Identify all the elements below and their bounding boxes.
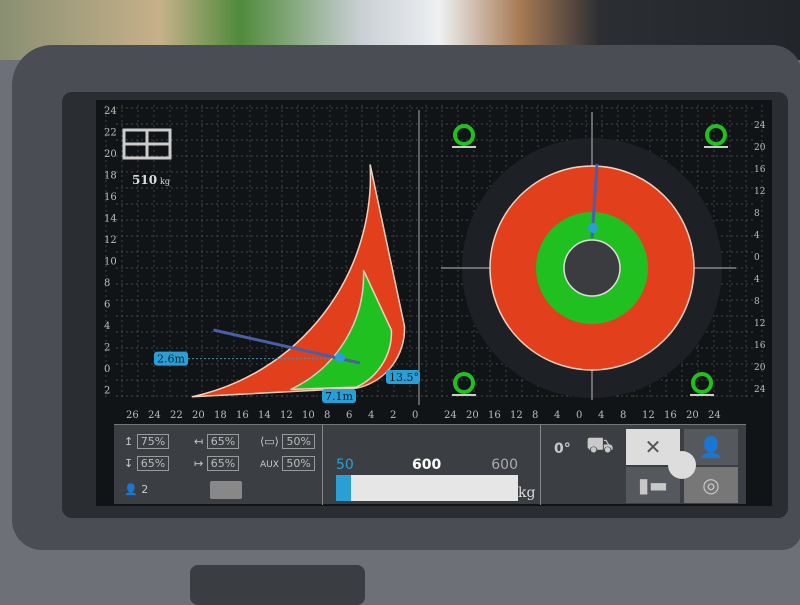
x-tick-label: 24: [708, 410, 721, 421]
camera-icon: ▮▬: [638, 473, 668, 497]
slew-angle: 0°: [554, 441, 571, 457]
load-bar: [336, 475, 518, 501]
x-tick-label: 0: [576, 410, 582, 421]
speed-down[interactable]: ↧ 65%: [124, 456, 170, 471]
y-tick-label: 16: [754, 165, 766, 175]
x-tick-label: 8: [532, 410, 538, 421]
radius-label-box: [322, 389, 356, 403]
y-tick-label: 2: [104, 343, 110, 354]
outrigger-icon: [705, 124, 727, 146]
y-tick-label: 4: [754, 231, 760, 241]
y-tick-label: 6: [104, 300, 110, 311]
outrigger-icon: [453, 124, 475, 146]
angle-label: 13.5°: [389, 371, 419, 384]
machine-top-icon[interactable]: ⛟: [586, 433, 614, 458]
y-tick-label: 16: [104, 192, 117, 203]
x-tick-label: 14: [258, 410, 271, 421]
y-tick-label: 22: [104, 128, 117, 139]
y-tick-label: 2: [104, 386, 110, 397]
menu-center-knob[interactable]: [668, 451, 696, 479]
x-tick-label: 20: [686, 410, 699, 421]
x-tick-label: 20: [192, 410, 205, 421]
x-tick-label: 20: [466, 410, 479, 421]
inner-dead-zone: [563, 239, 621, 297]
hook-point: [335, 352, 345, 363]
y-tick-label: 4: [104, 321, 110, 332]
y-tick-label: 10: [104, 257, 117, 268]
x-tick-label: 12: [280, 410, 293, 421]
load-unit: kg: [160, 177, 170, 186]
home-button[interactable]: ◎: [684, 467, 738, 503]
y-tick-label: 0: [104, 364, 110, 375]
y-tick-label: 8: [754, 209, 760, 219]
y-tick-label: 20: [754, 143, 766, 153]
y-tick-label: 16: [754, 341, 766, 351]
speed-up[interactable]: ↥ 75%: [124, 434, 170, 449]
x-tick-label: 12: [642, 410, 655, 421]
y-tick-label: 0: [754, 253, 760, 263]
x-tick-label: 22: [170, 410, 183, 421]
height-label: 2.6m: [157, 353, 185, 366]
x-tick-label: 26: [126, 410, 139, 421]
angle-label-box: [386, 370, 420, 384]
y-tick-label: 12: [754, 319, 765, 329]
speed-right[interactable]: ↦ 65%: [194, 456, 240, 471]
green-zone: [290, 270, 393, 391]
x-tick-label: 16: [488, 410, 501, 421]
x-tick-label: 4: [598, 410, 604, 421]
x-tick-label: 2: [390, 410, 396, 421]
x-tick-label: 8: [620, 410, 626, 421]
status-panel: ↥ 75% ↧ 65% ↤ 65% ↦ 65% ⟨▭⟩ 50% AUX 50% …: [114, 424, 746, 505]
y-tick-label: 24: [754, 121, 766, 131]
x-tick-label: 6: [346, 410, 352, 421]
tilt-speed[interactable]: ⟨▭⟩ 50%: [260, 434, 315, 449]
fingerprint-icon: ◎: [702, 473, 720, 497]
x-tick-label: 0: [412, 410, 418, 421]
y-tick-label: 12: [104, 235, 117, 246]
user-icon: 👤: [698, 435, 724, 459]
user-icon: 👤: [124, 483, 138, 496]
operator-count[interactable]: 👤 2: [124, 483, 149, 496]
tilt-icon: ⟨▭⟩: [260, 435, 279, 448]
x-tick-label: 8: [324, 410, 330, 421]
outrigger-icon: [453, 372, 475, 394]
user-button[interactable]: 👤: [684, 429, 738, 465]
x-tick-label: 24: [148, 410, 161, 421]
x-tick-label: 4: [368, 410, 374, 421]
y-tick-label: 12: [754, 187, 765, 197]
x-tick-label: 12: [510, 410, 523, 421]
y-tick-label: 14: [104, 214, 117, 225]
hook-point-top: [588, 223, 598, 233]
load-value: 510: [132, 173, 157, 187]
y-tick-label: 18: [104, 171, 117, 182]
y-tick-label: 4: [754, 275, 760, 285]
operator-card-icon[interactable]: [210, 481, 242, 499]
height-label-box: [154, 351, 188, 366]
speed-left[interactable]: ↤ 65%: [194, 434, 240, 449]
outrigger-icon: [691, 372, 713, 394]
x-tick-label: 4: [554, 410, 560, 421]
y-tick-label: 24: [754, 385, 766, 395]
x-tick-label: 16: [236, 410, 249, 421]
x-tick-label: 24: [444, 410, 457, 421]
y-tick-label: 8: [754, 297, 760, 307]
x-tick-label: 16: [664, 410, 677, 421]
aux-speed[interactable]: AUX 50%: [260, 456, 315, 471]
radius-label: 7.1m: [325, 390, 353, 403]
y-tick-label: 20: [754, 363, 766, 373]
x-tick-label: 10: [302, 410, 315, 421]
x-tick-label: 18: [214, 410, 227, 421]
y-tick-label: 8: [104, 278, 110, 289]
y-tick-label: 20: [104, 149, 117, 160]
y-tick-label: 24: [104, 106, 117, 117]
load-indicator: 50 600 600: [336, 457, 518, 501]
dashboard-console: [190, 565, 365, 605]
wrench-screwdriver-icon: ✕: [644, 435, 662, 459]
